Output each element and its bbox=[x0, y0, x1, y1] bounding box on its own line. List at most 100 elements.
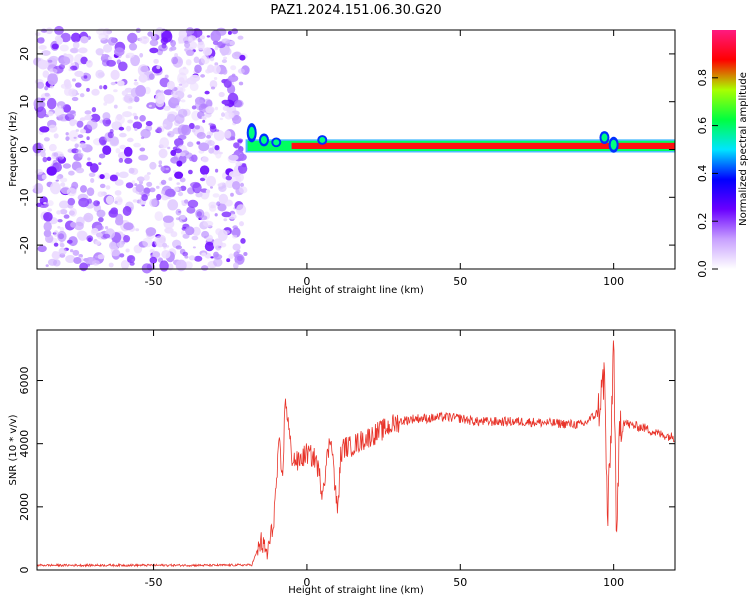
noise-blob bbox=[99, 183, 106, 189]
noise-blob bbox=[87, 157, 91, 161]
noise-blob bbox=[149, 249, 155, 254]
noise-blob bbox=[216, 201, 221, 206]
noise-blob bbox=[204, 241, 215, 252]
noise-blob bbox=[149, 47, 159, 54]
noise-blob bbox=[91, 260, 100, 266]
noise-blob bbox=[102, 145, 112, 155]
noise-blob bbox=[138, 73, 148, 83]
noise-blob bbox=[34, 183, 44, 194]
noise-blob bbox=[194, 125, 201, 130]
noise-blob bbox=[113, 89, 118, 93]
noise-blob bbox=[55, 179, 59, 182]
colorbar-ticks: 0.0 0.2 0.4 0.6 0.8 bbox=[696, 69, 718, 278]
noise-blob bbox=[62, 163, 71, 169]
noise-blob bbox=[179, 87, 186, 93]
noise-blob bbox=[180, 99, 186, 103]
noise-blob bbox=[178, 40, 182, 44]
noise-blob bbox=[58, 247, 67, 255]
noise-blob bbox=[47, 208, 53, 212]
noise-blob bbox=[208, 122, 213, 126]
noise-blob bbox=[202, 220, 214, 227]
noise-blob bbox=[45, 27, 53, 35]
signal-band bbox=[245, 123, 676, 153]
noise-blob bbox=[160, 179, 167, 185]
noise-blob bbox=[217, 183, 223, 187]
noise-blob bbox=[103, 102, 108, 106]
noise-blob bbox=[128, 42, 138, 51]
noise-blob bbox=[215, 245, 222, 251]
noise-blob bbox=[50, 181, 61, 195]
noise-blob bbox=[165, 188, 176, 197]
noise-blob bbox=[192, 226, 201, 236]
noise-blob bbox=[78, 47, 88, 54]
noise-blob bbox=[69, 119, 78, 125]
noise-blob bbox=[133, 142, 141, 148]
noise-blob bbox=[201, 265, 209, 271]
noise-blob bbox=[140, 136, 145, 140]
noise-blob bbox=[124, 157, 133, 164]
noise-blob bbox=[197, 41, 205, 51]
noise-blob bbox=[229, 40, 235, 46]
noise-blob bbox=[230, 192, 234, 197]
noise-blob bbox=[140, 65, 149, 73]
noise-blob bbox=[43, 202, 47, 205]
noise-blob bbox=[86, 263, 91, 267]
noise-blob bbox=[70, 62, 76, 66]
noise-blob bbox=[107, 131, 114, 139]
noise-blob bbox=[83, 75, 88, 79]
noise-blob bbox=[196, 141, 201, 145]
noise-blob bbox=[215, 168, 219, 173]
noise-blob bbox=[47, 111, 54, 117]
noise-blob bbox=[237, 153, 247, 161]
noise-blob bbox=[214, 47, 219, 51]
noise-blob bbox=[149, 256, 158, 264]
noise-blob bbox=[218, 91, 225, 98]
noise-blob bbox=[120, 260, 130, 270]
y-tick-label: 2000 bbox=[18, 493, 31, 521]
noise-blob bbox=[46, 97, 57, 110]
noise-blob bbox=[58, 200, 70, 209]
noise-blob bbox=[122, 111, 133, 118]
noise-blob bbox=[73, 257, 82, 264]
noise-blob bbox=[184, 199, 189, 204]
noise-blob bbox=[98, 217, 104, 223]
noise-blob bbox=[213, 258, 223, 267]
noise-blob bbox=[190, 181, 201, 189]
noise-blob bbox=[235, 169, 239, 173]
spectrogram-panel: -50 0 50 100 -20 -10 0 10 20 Height of straight… bbox=[8, 25, 676, 296]
noise-region bbox=[32, 25, 250, 274]
noise-blob bbox=[70, 32, 81, 43]
y-tick-label: -10 bbox=[18, 188, 31, 206]
noise-blob bbox=[95, 232, 103, 238]
noise-blob bbox=[208, 147, 215, 154]
noise-blob bbox=[205, 189, 211, 194]
noise-blob bbox=[210, 30, 221, 42]
noise-blob bbox=[53, 242, 59, 247]
noise-blob bbox=[122, 206, 132, 216]
noise-blob bbox=[227, 84, 236, 94]
noise-blob bbox=[140, 128, 151, 139]
signal-band-core bbox=[291, 142, 675, 149]
noise-blob bbox=[103, 172, 110, 180]
y-tick-label: 20 bbox=[18, 47, 31, 61]
noise-blob bbox=[204, 90, 210, 95]
noise-blob bbox=[239, 186, 248, 194]
noise-blob bbox=[180, 230, 185, 235]
noise-blob bbox=[185, 59, 192, 66]
noise-blob bbox=[213, 251, 219, 258]
noise-blob bbox=[57, 230, 67, 242]
noise-blob bbox=[134, 79, 138, 82]
noise-blob bbox=[185, 27, 195, 35]
noise-blob bbox=[174, 171, 184, 179]
noise-blob bbox=[59, 177, 68, 183]
noise-blob bbox=[65, 136, 70, 142]
noise-blob bbox=[144, 86, 151, 95]
noise-blob bbox=[64, 82, 72, 89]
noise-blob bbox=[126, 255, 136, 263]
noise-blob bbox=[138, 154, 149, 161]
noise-blob bbox=[201, 252, 207, 257]
noise-blob bbox=[182, 251, 188, 257]
noise-blob bbox=[241, 163, 247, 168]
y-tick-label: 0 bbox=[18, 567, 31, 574]
noise-blob bbox=[200, 74, 206, 78]
